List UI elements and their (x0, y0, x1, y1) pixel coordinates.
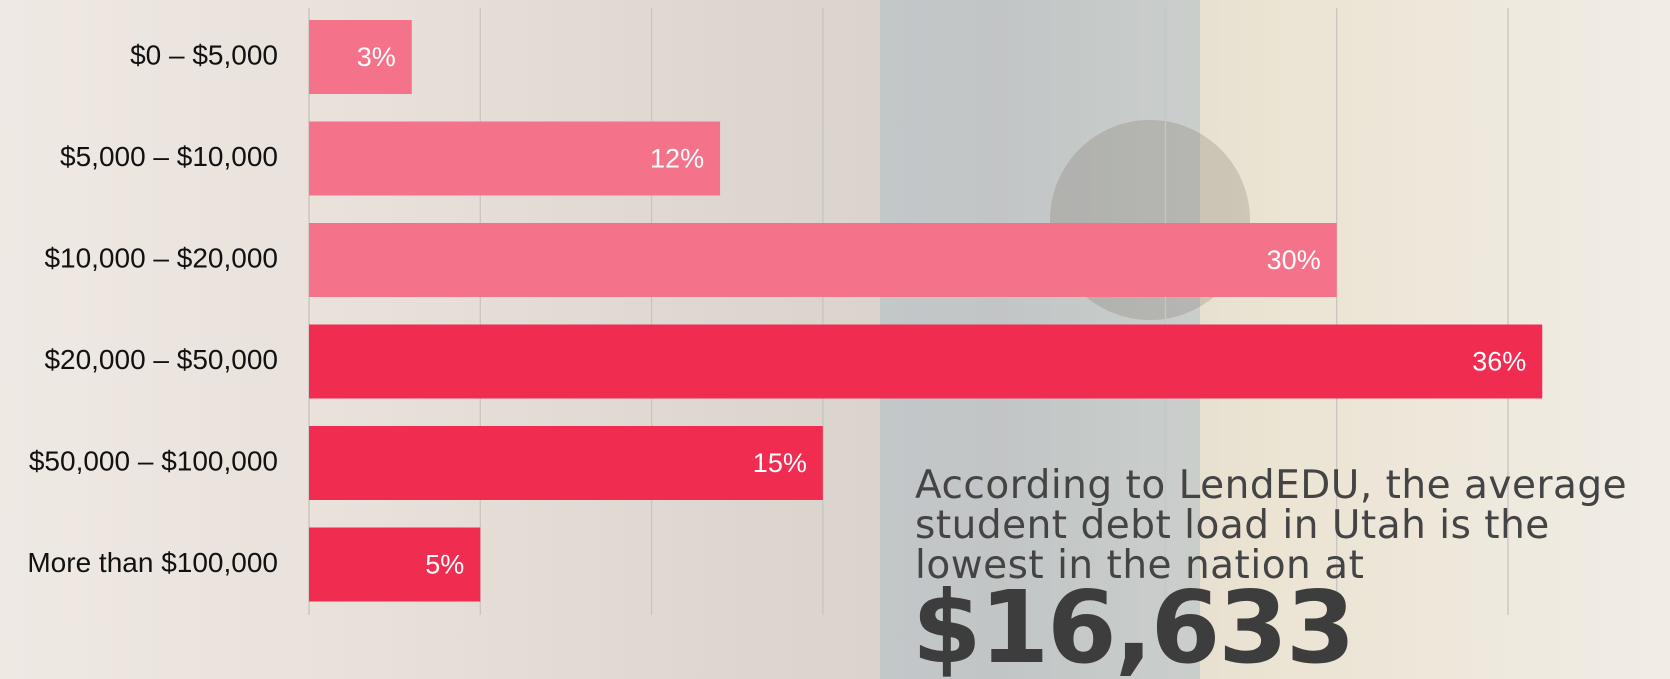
page: $0 – $5,000 3% $5,000 – $10,000 12% $10,000 … (0, 0, 1670, 679)
value-label: 12% (650, 144, 704, 174)
annotation: According to LendEDU, the average studen… (915, 466, 1670, 586)
y-tick-label: $20,000 – $50,000 (44, 344, 278, 375)
value-label: 5% (425, 550, 464, 580)
value-label: 30% (1267, 245, 1321, 275)
y-tick-label: $10,000 – $20,000 (44, 242, 278, 273)
y-tick-label: $0 – $5,000 (130, 39, 278, 70)
y-tick-label: $50,000 – $100,000 (29, 445, 278, 476)
bar (309, 325, 1542, 399)
value-label: 36% (1472, 347, 1526, 377)
bar (309, 426, 823, 500)
value-label: 15% (753, 448, 807, 478)
y-tick-label: $5,000 – $10,000 (60, 141, 278, 172)
highlight-number: $16,633 (912, 578, 1353, 678)
y-tick-label: More than $100,000 (27, 547, 278, 578)
bar (309, 223, 1337, 297)
value-label: 3% (357, 42, 396, 72)
